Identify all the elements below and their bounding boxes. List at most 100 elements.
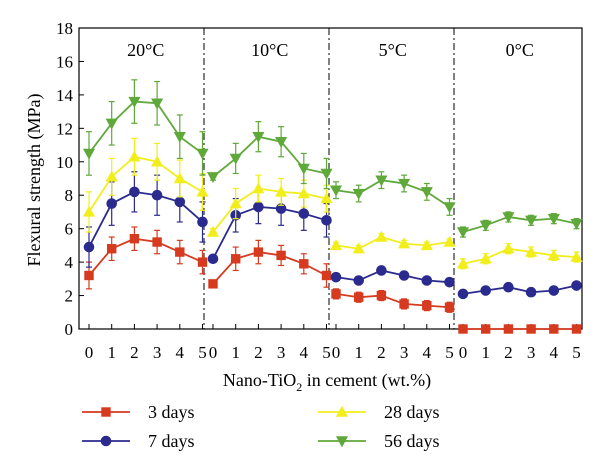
data-point-circle (457, 288, 469, 300)
data-point-triangle-up (570, 250, 583, 262)
y-tick-label: 16 (56, 52, 73, 71)
data-point-square (276, 250, 286, 261)
series-56-days (82, 79, 209, 176)
series-line (88, 237, 203, 277)
data-point-square (503, 324, 514, 334)
data-point-square (422, 300, 432, 311)
series-28-days (206, 174, 333, 237)
data-point-triangle-up (128, 150, 141, 162)
data-point-square (321, 270, 332, 281)
data-point-triangle-up (173, 172, 186, 184)
series-line (462, 284, 577, 295)
data-point-triangle-down (329, 185, 343, 197)
x-tick-label: 4 (423, 343, 432, 362)
data-point-circle (503, 281, 514, 293)
legend-item: 7 days (82, 431, 195, 451)
panels: 20°C0 1 2 3 4 510°C0 1 2 3 4 55°C0 1 2 3 4 50°C0 1 2 3 4 5 (85, 40, 581, 362)
x-axis-label-tail: in cement (wt.%) (302, 370, 431, 391)
x-tick-label: 1 (107, 343, 116, 362)
data-point-triangle-up (105, 170, 118, 182)
data-point-triangle-up (375, 230, 388, 242)
plot-frame (78, 27, 583, 330)
data-point-triangle-down (105, 118, 118, 130)
series-28-days (456, 242, 583, 270)
data-point-triangle-down (352, 188, 365, 200)
x-tick-label: 1 (231, 343, 240, 362)
series-line (88, 100, 204, 155)
data-point-triangle-down (502, 212, 515, 224)
data-point-triangle-down (151, 98, 164, 110)
data-point-square (299, 259, 309, 269)
data-point-circle (444, 276, 455, 288)
data-point-square (129, 234, 140, 244)
data-point-triangle-up (196, 185, 209, 197)
data-point-triangle-down (456, 227, 470, 239)
y-tick-label: 2 (65, 287, 74, 306)
data-point-square (101, 407, 111, 417)
data-point-square (331, 289, 341, 299)
data-point-square (399, 299, 409, 309)
data-point-triangle-down (375, 175, 388, 187)
data-point-circle (129, 186, 140, 198)
series-7-days (330, 265, 455, 288)
data-point-circle (525, 286, 537, 298)
data-point-triangle-up (456, 257, 470, 269)
series-line (462, 216, 577, 233)
data-point-triangle-up (206, 225, 220, 237)
panel-label: 20°C (127, 40, 164, 60)
series-line (88, 190, 204, 248)
series-line (335, 179, 450, 208)
data-point-triangle-down (443, 202, 456, 214)
legend-label: 28 days (384, 402, 440, 422)
y-tick-label: 4 (65, 253, 74, 272)
panel-label: 10°C (251, 40, 288, 60)
x-tick-label: 5 (445, 343, 454, 362)
data-point-circle (106, 198, 117, 209)
data-point-circle (151, 189, 163, 201)
series-3-days (84, 226, 208, 290)
legend-label: 3 days (148, 402, 195, 422)
data-point-circle (298, 208, 310, 219)
data-point-triangle-up (252, 182, 265, 194)
data-point-square (481, 324, 491, 334)
data-point-triangle-down (297, 163, 310, 175)
data-point-circle (83, 241, 95, 253)
data-point-circle (174, 196, 186, 208)
data-point-square (253, 247, 264, 257)
data-point-square (458, 324, 468, 334)
x-tick-label: 2 (130, 343, 139, 362)
x-tick-label: 2 (504, 343, 513, 362)
data-point-triangle-up (352, 242, 365, 254)
data-point-triangle-up (329, 239, 343, 251)
data-point-square (549, 324, 559, 334)
data-point-circle (197, 216, 208, 228)
data-point-circle (376, 265, 387, 276)
x-tick-label: 0 (332, 343, 341, 362)
y-tick-label: 8 (65, 186, 74, 205)
x-tick-label: 4 (550, 343, 559, 362)
series-7-days (83, 171, 208, 268)
data-point-square (571, 324, 582, 334)
data-point-triangle-down (335, 436, 349, 448)
data-point-triangle-down (547, 213, 560, 225)
data-point-triangle-up (502, 242, 515, 254)
data-point-triangle-down (320, 168, 333, 180)
series-layer (82, 79, 583, 334)
data-point-square (152, 237, 162, 247)
data-point-circle (571, 280, 582, 291)
series-56-days (456, 211, 583, 239)
data-point-circle (330, 271, 342, 283)
data-point-square (208, 279, 218, 289)
series-line (335, 292, 450, 309)
data-point-triangle-down (570, 218, 583, 230)
data-point-square (84, 270, 94, 281)
y-tick-label: 14 (56, 86, 74, 105)
x-axis-label: Nano-TiO2 in cement (wt.%) (223, 370, 431, 394)
data-point-square (444, 302, 455, 312)
data-point-triangle-up (525, 245, 538, 257)
data-point-square (107, 244, 117, 254)
data-point-triangle-down (420, 187, 433, 199)
x-tick-label: 1 (354, 343, 363, 362)
series-line (335, 269, 450, 284)
